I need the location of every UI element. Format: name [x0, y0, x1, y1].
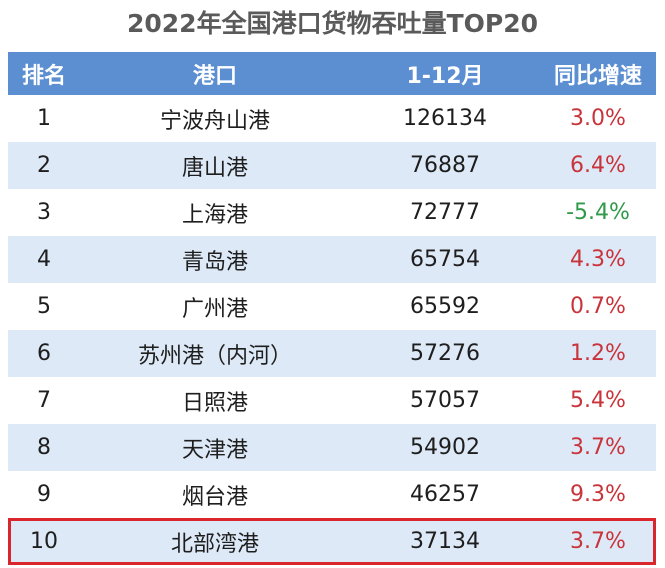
- header-row: 排名 港口 1-12月 同比增速: [8, 52, 656, 95]
- table-cell: 3.7%: [570, 435, 626, 460]
- table-cell: 37134: [410, 529, 480, 554]
- table-cell: -5.4%: [566, 200, 630, 225]
- header-cell: 同比增速: [553, 63, 642, 89]
- table-row: 8 天津港 54902 3.7%: [8, 424, 656, 471]
- table-cell: 1.2%: [570, 341, 626, 366]
- table-row: 4 青岛港 65754 4.3%: [8, 236, 656, 283]
- table-cell: 10: [30, 529, 58, 554]
- table-cell: 65754: [410, 247, 480, 272]
- table-cell: 5: [37, 294, 51, 319]
- table-cell: 76887: [410, 153, 480, 178]
- table-cell: 苏州港（内河）: [137, 343, 292, 369]
- table-row: 5 广州港 65592 0.7%: [8, 283, 656, 330]
- table-cell: 0.7%: [570, 294, 626, 319]
- table-cell: 天津港: [181, 437, 248, 463]
- table-cell: 9: [37, 482, 51, 507]
- table-row: 3 上海港 72777 -5.4%: [8, 189, 656, 236]
- header-cell: 排名: [21, 63, 66, 89]
- header-cell: 港口: [192, 63, 237, 89]
- table-row: 2 唐山港 76887 6.4%: [8, 142, 656, 189]
- table-row: 10 北部湾港 37134 3.7%: [8, 518, 656, 565]
- table-cell: 3.0%: [570, 106, 626, 131]
- table-title: 2022年全国港口货物吞吐量TOP20: [127, 9, 538, 38]
- table-cell: 唐山港: [181, 155, 248, 181]
- table-cell: 3.7%: [570, 529, 626, 554]
- table-cell: 宁波舟山港: [159, 108, 270, 134]
- table-cell: 65592: [410, 294, 480, 319]
- table-cell: 1: [37, 106, 51, 131]
- table-cell: 57057: [410, 388, 480, 413]
- table-cell: 8: [37, 435, 51, 460]
- table-row: 9 烟台港 46257 9.3%: [8, 471, 656, 518]
- table-cell: 46257: [410, 482, 480, 507]
- table-cell: 6: [37, 341, 51, 366]
- table-cell: 7: [37, 388, 51, 413]
- table-cell: 3: [37, 200, 51, 225]
- table: 排名 港口 1-12月 同比增速 1 宁波舟山港 126134 3.0% 2 唐山港 76887 6.…: [8, 52, 656, 565]
- table-cell: 北部湾港: [170, 531, 259, 557]
- table-cell: 72777: [410, 200, 480, 225]
- table-row: 1 宁波舟山港 126134 3.0%: [8, 95, 656, 142]
- table-cell: 9.3%: [570, 482, 626, 507]
- table-cell: 2: [37, 153, 51, 178]
- table-cell: 126134: [403, 106, 487, 131]
- table-row: 7 日照港 57057 5.4%: [8, 377, 656, 424]
- table-cell: 上海港: [181, 202, 248, 228]
- table-cell: 4.3%: [570, 247, 626, 272]
- table-cell: 4: [37, 247, 51, 272]
- table-cell: 5.4%: [570, 388, 626, 413]
- table-cell: 54902: [410, 435, 480, 460]
- table-cell: 6.4%: [570, 153, 626, 178]
- table-cell: 日照港: [181, 390, 248, 416]
- table-cell: 青岛港: [181, 249, 248, 275]
- table-cell: 烟台港: [181, 484, 248, 510]
- table-cell: 57276: [410, 341, 480, 366]
- table-cell: 广州港: [181, 296, 248, 322]
- header-cell: 1-12月: [406, 63, 484, 89]
- table-row: 6 苏州港（内河） 57276 1.2%: [8, 330, 656, 377]
